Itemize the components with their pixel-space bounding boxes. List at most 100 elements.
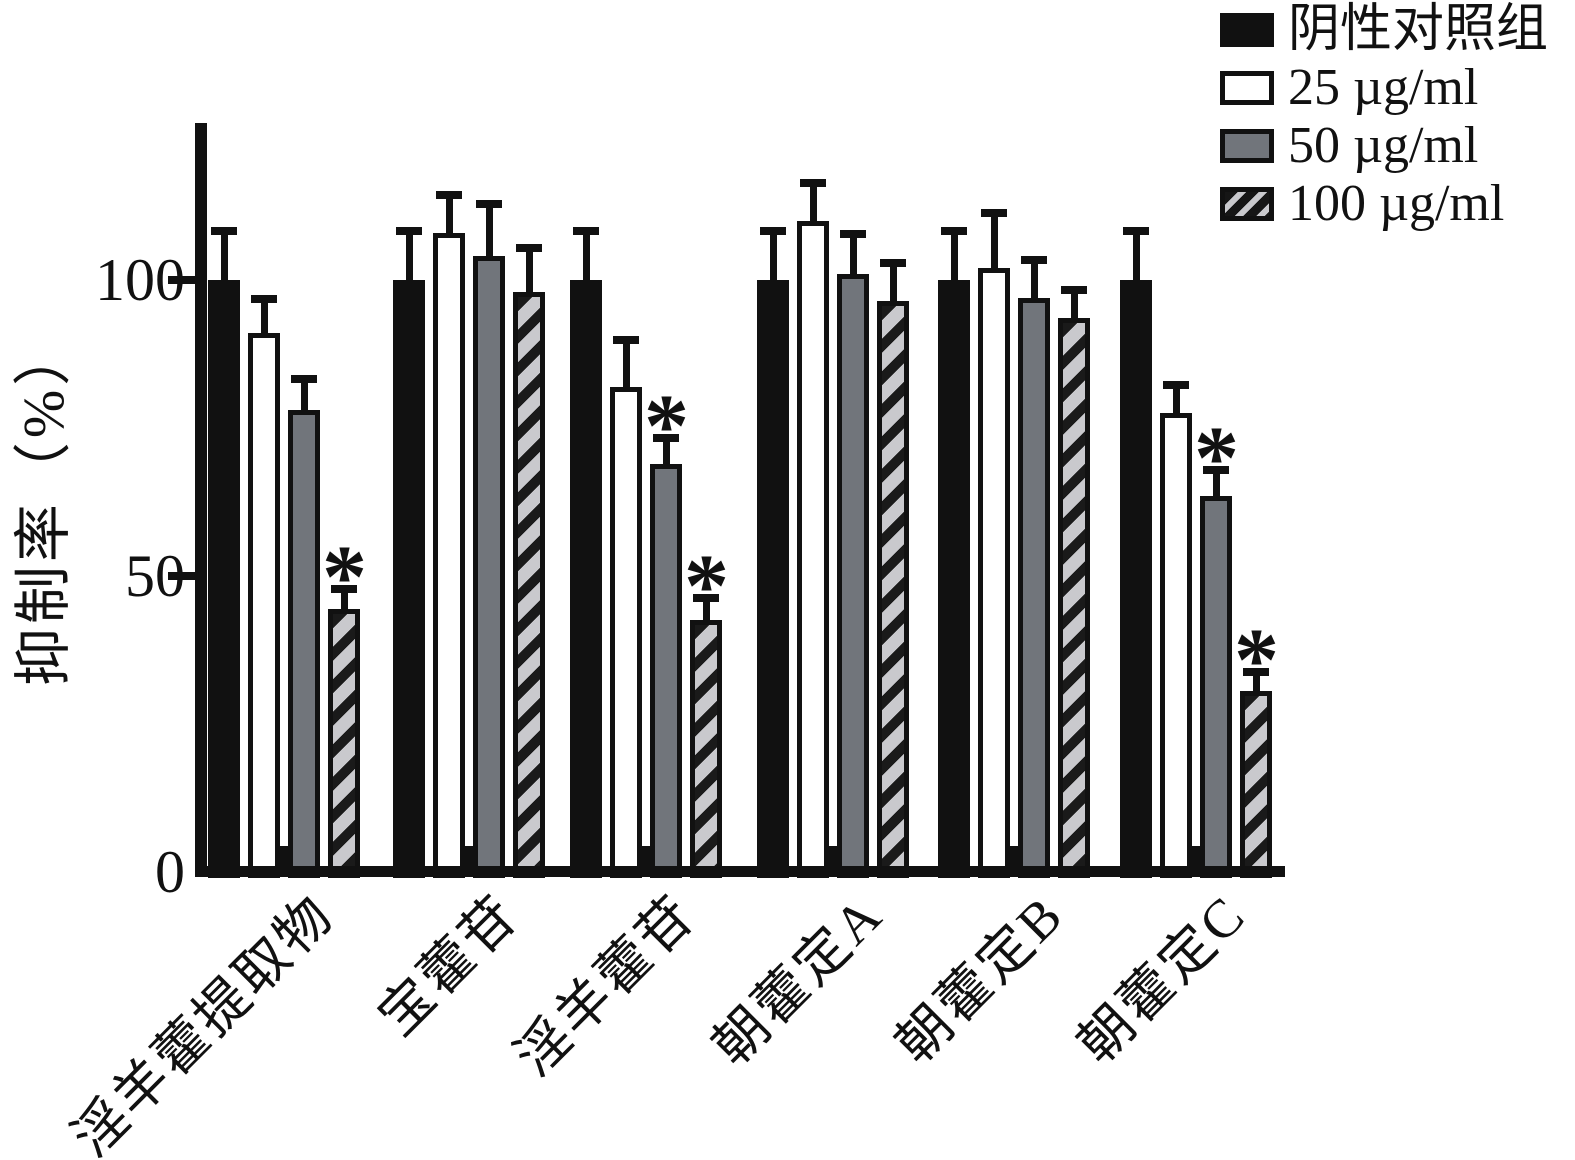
error-bar-line (1133, 230, 1140, 284)
bar-white-3 (797, 221, 829, 878)
error-bar-line (406, 230, 413, 284)
error-bar-cap (1203, 466, 1229, 474)
y-tick-label-50: 50 (125, 543, 185, 609)
error-bar-line (890, 262, 897, 305)
y-tick-label-100: 100 (95, 247, 185, 313)
significance-asterisk: * (1194, 409, 1239, 508)
bar-hatched-0 (328, 609, 360, 878)
x-tick-3 (829, 846, 837, 872)
legend-label: 25 µg/ml (1288, 59, 1479, 116)
bar-hatched-4 (1058, 318, 1090, 878)
error-bar-line (1173, 384, 1180, 417)
bar-gray-0 (288, 410, 320, 878)
error-bar-line (583, 230, 590, 284)
error-bar-line (526, 247, 533, 296)
x-label-0: 淫羊藿提取物 (61, 883, 346, 1160)
y-tick-100 (168, 276, 207, 284)
error-bar-line (1253, 671, 1260, 695)
bar-gray-1 (473, 256, 505, 878)
bar-gray-3 (837, 274, 869, 878)
error-bar-line (623, 339, 630, 391)
error-bar-cap (941, 227, 967, 235)
y-tick-label-0: 0 (155, 839, 185, 905)
legend-row-hatched: 100 µg/ml (1220, 178, 1548, 230)
error-bar-line (850, 233, 857, 278)
bar-gray-5 (1200, 496, 1232, 878)
error-bar-cap (693, 594, 719, 602)
legend-row-white: 25 µg/ml (1220, 62, 1548, 114)
error-bar-line (221, 230, 228, 284)
error-bar-cap (1123, 227, 1149, 235)
y-axis-line (195, 123, 207, 877)
bar-white-5 (1160, 413, 1192, 878)
y-axis-title: 抑制率（%） (11, 323, 76, 687)
error-bar-line (951, 230, 958, 284)
x-label-5: 朝藿定C (1066, 883, 1258, 1075)
error-bar-line (446, 194, 453, 237)
legend-swatch-black (1220, 13, 1274, 47)
error-bar-cap (331, 585, 357, 593)
x-tick-4 (1010, 846, 1018, 872)
bar-black-1 (393, 280, 425, 878)
error-bar-cap (653, 434, 679, 442)
legend-swatch-white (1220, 71, 1274, 105)
bar-hatched-3 (877, 301, 909, 878)
legend-row-gray: 50 µg/ml (1220, 120, 1548, 172)
significance-asterisk: * (644, 377, 689, 476)
legend: 阴性对照组 25 µg/ml 50 µg/ml 100 µg/ml (1220, 4, 1548, 236)
legend-swatch-gray (1220, 129, 1274, 163)
legend-label: 100 µg/ml (1288, 175, 1505, 232)
y-tick-50 (168, 572, 207, 580)
x-label-4: 朝藿定B (884, 883, 1076, 1075)
legend-swatch-hatched (1220, 187, 1274, 221)
bar-white-4 (978, 268, 1010, 878)
error-bar-line (486, 203, 493, 260)
error-bar-cap (211, 227, 237, 235)
error-bar-cap (291, 375, 317, 383)
bar-black-4 (938, 280, 970, 878)
error-bar-cap (436, 191, 462, 199)
significance-asterisk: * (322, 528, 367, 627)
error-bar-cap (1021, 256, 1047, 264)
bar-white-2 (610, 387, 642, 878)
error-bar-cap (981, 209, 1007, 217)
error-bar-cap (613, 336, 639, 344)
bar-white-0 (248, 333, 280, 878)
error-bar-cap (760, 227, 786, 235)
x-label-1: 宝藿苷 (366, 883, 531, 1048)
error-bar-line (703, 597, 710, 624)
bar-black-0 (208, 280, 240, 878)
error-bar-cap (1061, 286, 1087, 294)
error-bar-cap (516, 244, 542, 252)
bar-hatched-5 (1240, 691, 1272, 878)
significance-asterisk: * (1234, 611, 1279, 710)
error-bar-line (770, 230, 777, 284)
bar-hatched-1 (513, 292, 545, 878)
error-bar-cap (880, 259, 906, 267)
error-bar-cap (396, 227, 422, 235)
error-bar-cap (800, 179, 826, 187)
error-bar-line (301, 378, 308, 414)
x-tick-0 (280, 846, 288, 872)
x-label-2: 淫羊藿苷 (503, 883, 708, 1088)
bar-hatched-2 (690, 620, 722, 878)
legend-label: 阴性对照组 (1288, 1, 1549, 58)
bar-black-5 (1120, 280, 1152, 878)
error-bar-line (341, 588, 348, 613)
error-bar-cap (573, 227, 599, 235)
bar-white-1 (433, 233, 465, 878)
error-bar-cap (1243, 668, 1269, 676)
error-bar-line (1031, 259, 1038, 302)
error-bar-cap (840, 230, 866, 238)
error-bar-line (810, 182, 817, 225)
bar-black-2 (570, 280, 602, 878)
error-bar-cap (1163, 381, 1189, 389)
bar-black-3 (757, 280, 789, 878)
error-bar-line (991, 212, 998, 272)
error-bar-cap (476, 200, 502, 208)
x-label-3: 朝藿定A (701, 883, 895, 1077)
error-bar-line (261, 298, 268, 337)
legend-row-black: 阴性对照组 (1220, 4, 1548, 56)
x-tick-5 (1192, 846, 1200, 872)
